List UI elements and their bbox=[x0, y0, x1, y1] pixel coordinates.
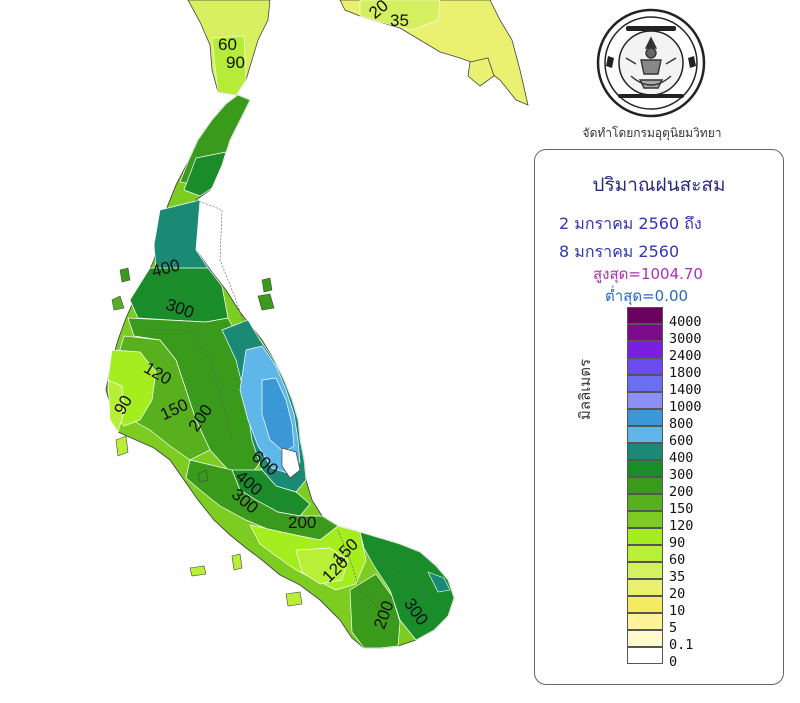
islands bbox=[111, 267, 303, 607]
legend-level-label: 4000 bbox=[669, 314, 702, 330]
legend-swatch bbox=[627, 647, 663, 664]
legend-level-label: 1800 bbox=[669, 365, 702, 381]
legend-level-label: 90 bbox=[669, 535, 686, 551]
legend-level-label: 300 bbox=[669, 467, 694, 483]
legend-swatch bbox=[627, 477, 663, 494]
legend-swatch bbox=[627, 613, 663, 630]
zone-300-tail bbox=[359, 531, 455, 641]
legend-level-label: 5 bbox=[669, 620, 678, 636]
zone-120-south bbox=[295, 547, 349, 585]
legend-swatch bbox=[627, 358, 663, 375]
legend-level-label: 3000 bbox=[669, 331, 702, 347]
zone-800 bbox=[261, 377, 295, 453]
legend-level-label: 200 bbox=[669, 484, 694, 500]
legend-level-label: 1400 bbox=[669, 382, 702, 398]
contour-label: 200 bbox=[288, 513, 316, 532]
meteorological-department-seal bbox=[596, 8, 706, 118]
legend-swatch bbox=[627, 341, 663, 358]
legend-swatch bbox=[627, 511, 663, 528]
zone-neck-300 bbox=[183, 151, 227, 197]
legend-level-label: 120 bbox=[669, 518, 694, 534]
legend-level-label: 10 bbox=[669, 603, 686, 619]
legend-swatch bbox=[627, 443, 663, 460]
legend-level-label: 35 bbox=[669, 569, 686, 585]
legend-swatch bbox=[627, 528, 663, 545]
zone-400-tail bbox=[427, 571, 451, 593]
legend-swatch bbox=[627, 324, 663, 341]
legend-level-label: 0 bbox=[669, 654, 678, 670]
unit-label: มิลลิเมตร bbox=[576, 358, 594, 420]
seal-deity-figure bbox=[625, 36, 677, 89]
legend-level-label: 0.1 bbox=[669, 637, 694, 653]
contour-label: 90 bbox=[226, 53, 245, 72]
legend-swatch bbox=[627, 426, 663, 443]
legend-level-label: 600 bbox=[669, 433, 694, 449]
credit-text: จัดทำโดยกรมอุตุนิยมวิทยา bbox=[582, 126, 722, 140]
zone-90-coast bbox=[107, 379, 125, 433]
zone-north-right bbox=[359, 0, 441, 31]
province-boundaries bbox=[150, 199, 431, 611]
rainfall-map: 20 35 60 90 400 300 120 90 150 200 600 4… bbox=[105, 0, 529, 649]
legend-swatch bbox=[627, 545, 663, 562]
lake bbox=[281, 447, 301, 479]
legend-title: ปริมาณฝนสะสม bbox=[592, 174, 726, 196]
legend-swatch bbox=[627, 494, 663, 511]
legend-swatch bbox=[627, 596, 663, 613]
legend-level-label: 800 bbox=[669, 416, 694, 432]
date-to: 8 มกราคม 2560 bbox=[559, 242, 680, 261]
legend-level-label: 2400 bbox=[669, 348, 702, 364]
legend-level-label: 1000 bbox=[669, 399, 702, 415]
legend-swatch bbox=[627, 630, 663, 647]
legend-swatch bbox=[627, 375, 663, 392]
legend-swatch bbox=[627, 307, 663, 324]
legend-level-label: 150 bbox=[669, 501, 694, 517]
legend-level-label: 400 bbox=[669, 450, 694, 466]
island-ne bbox=[467, 57, 495, 87]
legend-level-label: 60 bbox=[669, 552, 686, 568]
min-value: ต่ำสุด=0.00 bbox=[605, 287, 689, 305]
legend-panel: ปริมาณฝนสะสม 2 มกราคม 2560 ถึง 8 มกราคม … bbox=[534, 149, 784, 685]
contour-label: 60 bbox=[218, 35, 237, 54]
zone-north-left bbox=[211, 35, 247, 96]
legend-swatch bbox=[627, 409, 663, 426]
legend-swatch bbox=[627, 460, 663, 477]
legend-level-label: 20 bbox=[669, 586, 686, 602]
date-from: 2 มกราคม 2560 ถึง bbox=[559, 214, 702, 233]
contour-label: 35 bbox=[390, 11, 409, 30]
max-value: สูงสุด=1004.70 bbox=[593, 265, 703, 283]
legend-swatch bbox=[627, 579, 663, 596]
legend-swatch bbox=[627, 562, 663, 579]
legend-swatch bbox=[627, 392, 663, 409]
